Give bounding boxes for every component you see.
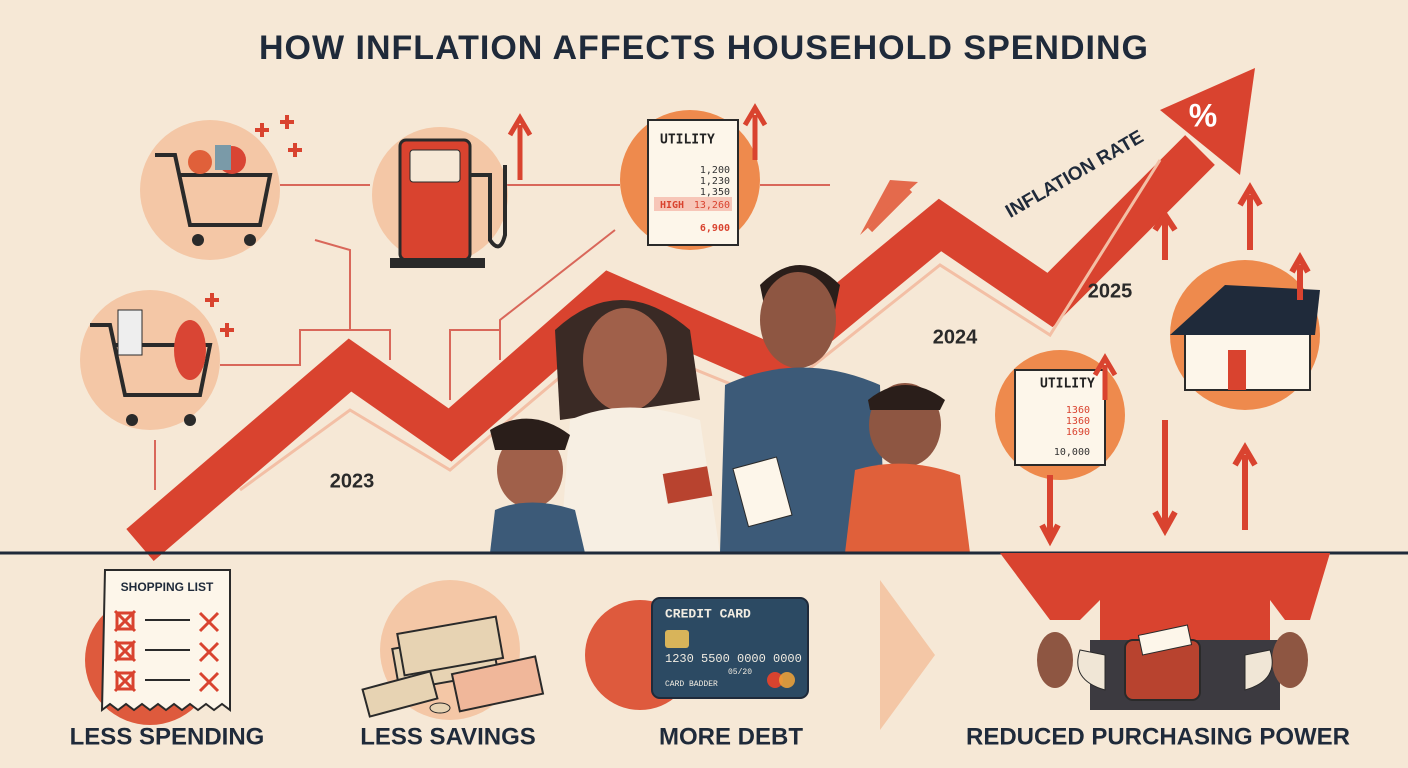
page-title: HOW INFLATION AFFECTS HOUSEHOLD SPENDING — [259, 29, 1149, 67]
year-label: 2024 — [933, 326, 978, 348]
bill-line: 1,200 — [700, 165, 730, 176]
savings-icon — [361, 580, 545, 720]
cart-icon — [80, 290, 234, 430]
bill-title: UTILITY — [660, 133, 715, 148]
chevron — [880, 580, 935, 730]
family-illustration — [490, 265, 970, 553]
utility-bill — [620, 103, 768, 250]
card-number: 1230 5500 0000 0000 — [665, 652, 802, 666]
shopping-list-title: SHOPPING LIST — [121, 580, 214, 594]
house-icon — [1039, 182, 1320, 547]
bill-high-label: HIGH — [660, 200, 684, 211]
effect-label: LESS SAVINGS — [360, 723, 536, 750]
card-holder: CARD BADDER — [665, 680, 718, 689]
bill-line: 1360 — [1066, 416, 1090, 427]
cart-icon — [140, 115, 302, 260]
year-label: 2025 — [1088, 280, 1133, 302]
percent-symbol: % — [1189, 97, 1217, 133]
bill-line: 1,350 — [700, 187, 730, 198]
effect-label: LESS SPENDING — [70, 723, 265, 750]
connectors — [154, 184, 830, 490]
card-expiry: 05/20 — [728, 668, 752, 677]
year-label: 2023 — [330, 470, 375, 492]
card-title: CREDIT CARD — [665, 606, 751, 621]
bill-high-value: 13,260 — [694, 200, 730, 211]
gas-pump-icon — [372, 113, 533, 268]
credit-card-icon — [585, 597, 809, 710]
bill-total: 10,000 — [1054, 447, 1090, 458]
effect-label: REDUCED PURCHASING POWER — [966, 723, 1350, 750]
effect-label: MORE DEBT — [659, 723, 803, 750]
bill-line: 1,230 — [700, 176, 730, 187]
shopping-list-icon — [85, 569, 231, 725]
bill-line: 1690 — [1066, 427, 1090, 438]
bill-line: 1360 — [1066, 405, 1090, 416]
empty-pockets-illustration — [1000, 553, 1330, 710]
utility-bill — [995, 350, 1125, 480]
bill-total: 6,900 — [700, 223, 730, 234]
bill-title: UTILITY — [1040, 377, 1095, 392]
